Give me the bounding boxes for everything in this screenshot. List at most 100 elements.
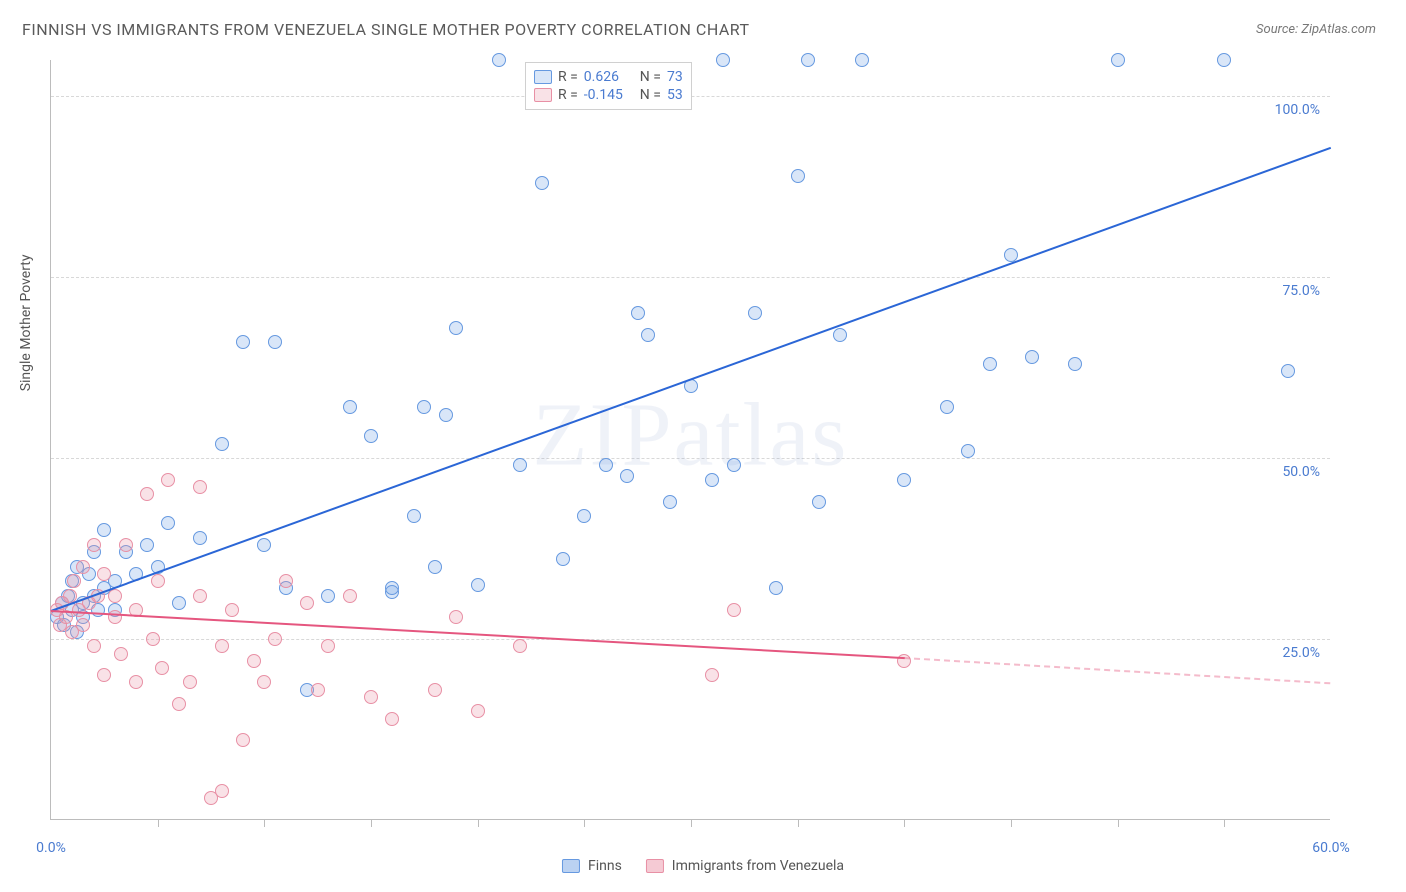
data-point <box>449 321 463 335</box>
data-point <box>257 675 271 689</box>
data-point <box>769 581 783 595</box>
data-point <box>940 400 954 414</box>
data-point <box>705 668 719 682</box>
x-tick <box>158 819 159 827</box>
data-point <box>129 675 143 689</box>
x-tick <box>264 819 265 827</box>
data-point <box>108 589 122 603</box>
data-point <box>193 531 207 545</box>
r-label: R = <box>558 69 578 85</box>
data-point <box>417 400 431 414</box>
data-point <box>385 581 399 595</box>
data-point <box>343 400 357 414</box>
data-point <box>364 429 378 443</box>
data-point <box>257 538 271 552</box>
data-point <box>321 589 335 603</box>
data-point <box>1281 364 1295 378</box>
data-point <box>268 632 282 646</box>
data-point <box>513 639 527 653</box>
r-value: 0.626 <box>584 69 634 85</box>
data-point <box>193 480 207 494</box>
data-point <box>114 647 128 661</box>
data-point <box>577 509 591 523</box>
data-point <box>471 578 485 592</box>
legend-item: Finns <box>562 858 622 874</box>
data-point <box>215 639 229 653</box>
data-point <box>236 733 250 747</box>
data-point <box>146 632 160 646</box>
data-point <box>151 574 165 588</box>
scatter-plot: ZIPatlas 25.0%50.0%75.0%100.0%0.0%60.0% <box>50 60 1330 820</box>
n-label: N = <box>640 69 661 85</box>
x-tick <box>584 819 585 827</box>
x-tick <box>371 819 372 827</box>
data-point <box>1111 53 1125 67</box>
data-point <box>268 335 282 349</box>
data-point <box>1068 357 1082 371</box>
data-point <box>428 560 442 574</box>
data-point <box>215 784 229 798</box>
gridline <box>51 458 1330 459</box>
data-point <box>407 509 421 523</box>
data-point <box>140 487 154 501</box>
y-tick-label: 100.0% <box>1275 102 1320 118</box>
data-point <box>300 596 314 610</box>
x-label-min: 0.0% <box>36 840 66 856</box>
data-point <box>748 306 762 320</box>
data-point <box>161 516 175 530</box>
data-point <box>225 603 239 617</box>
data-point <box>87 538 101 552</box>
data-point <box>67 574 81 588</box>
data-point <box>535 176 549 190</box>
trend-line <box>51 147 1332 612</box>
data-point <box>1217 53 1231 67</box>
data-point <box>855 53 869 67</box>
correlation-legend: R =0.626N =73R =-0.145N =53 <box>525 62 692 110</box>
n-value: 73 <box>667 69 683 85</box>
trend-line-extrapolated <box>904 657 1331 684</box>
data-point <box>183 675 197 689</box>
data-point <box>343 589 357 603</box>
chart-title: FINNISH VS IMMIGRANTS FROM VENEZUELA SIN… <box>22 20 750 39</box>
data-point <box>705 473 719 487</box>
r-label: R = <box>558 87 578 103</box>
data-point <box>801 53 815 67</box>
data-point <box>791 169 805 183</box>
data-point <box>119 538 133 552</box>
data-point <box>87 639 101 653</box>
data-point <box>140 538 154 552</box>
data-point <box>236 335 250 349</box>
data-point <box>727 458 741 472</box>
y-axis-title: Single Mother Poverty <box>18 255 34 392</box>
x-tick <box>904 819 905 827</box>
x-tick <box>1011 819 1012 827</box>
r-value: -0.145 <box>584 87 634 103</box>
legend-swatch <box>562 859 580 873</box>
legend-item: Immigrants from Venezuela <box>646 858 844 874</box>
data-point <box>439 408 453 422</box>
watermark-text: ZIPatlas <box>533 383 849 486</box>
data-point <box>492 53 506 67</box>
data-point <box>513 458 527 472</box>
data-point <box>161 473 175 487</box>
data-point <box>983 357 997 371</box>
x-label-max: 60.0% <box>1312 840 1350 856</box>
data-point <box>716 53 730 67</box>
data-point <box>471 704 485 718</box>
data-point <box>279 574 293 588</box>
legend-row: R = 0.626 N = 73 <box>534 69 683 85</box>
data-point <box>556 552 570 566</box>
data-point <box>641 328 655 342</box>
trend-line <box>51 610 904 659</box>
data-point <box>155 661 169 675</box>
data-point <box>215 437 229 451</box>
n-value: 53 <box>667 87 683 103</box>
x-tick <box>1118 819 1119 827</box>
data-point <box>97 523 111 537</box>
data-point <box>97 668 111 682</box>
data-point <box>247 654 261 668</box>
data-point <box>620 469 634 483</box>
data-point <box>833 328 847 342</box>
data-point <box>428 683 442 697</box>
x-tick <box>478 819 479 827</box>
